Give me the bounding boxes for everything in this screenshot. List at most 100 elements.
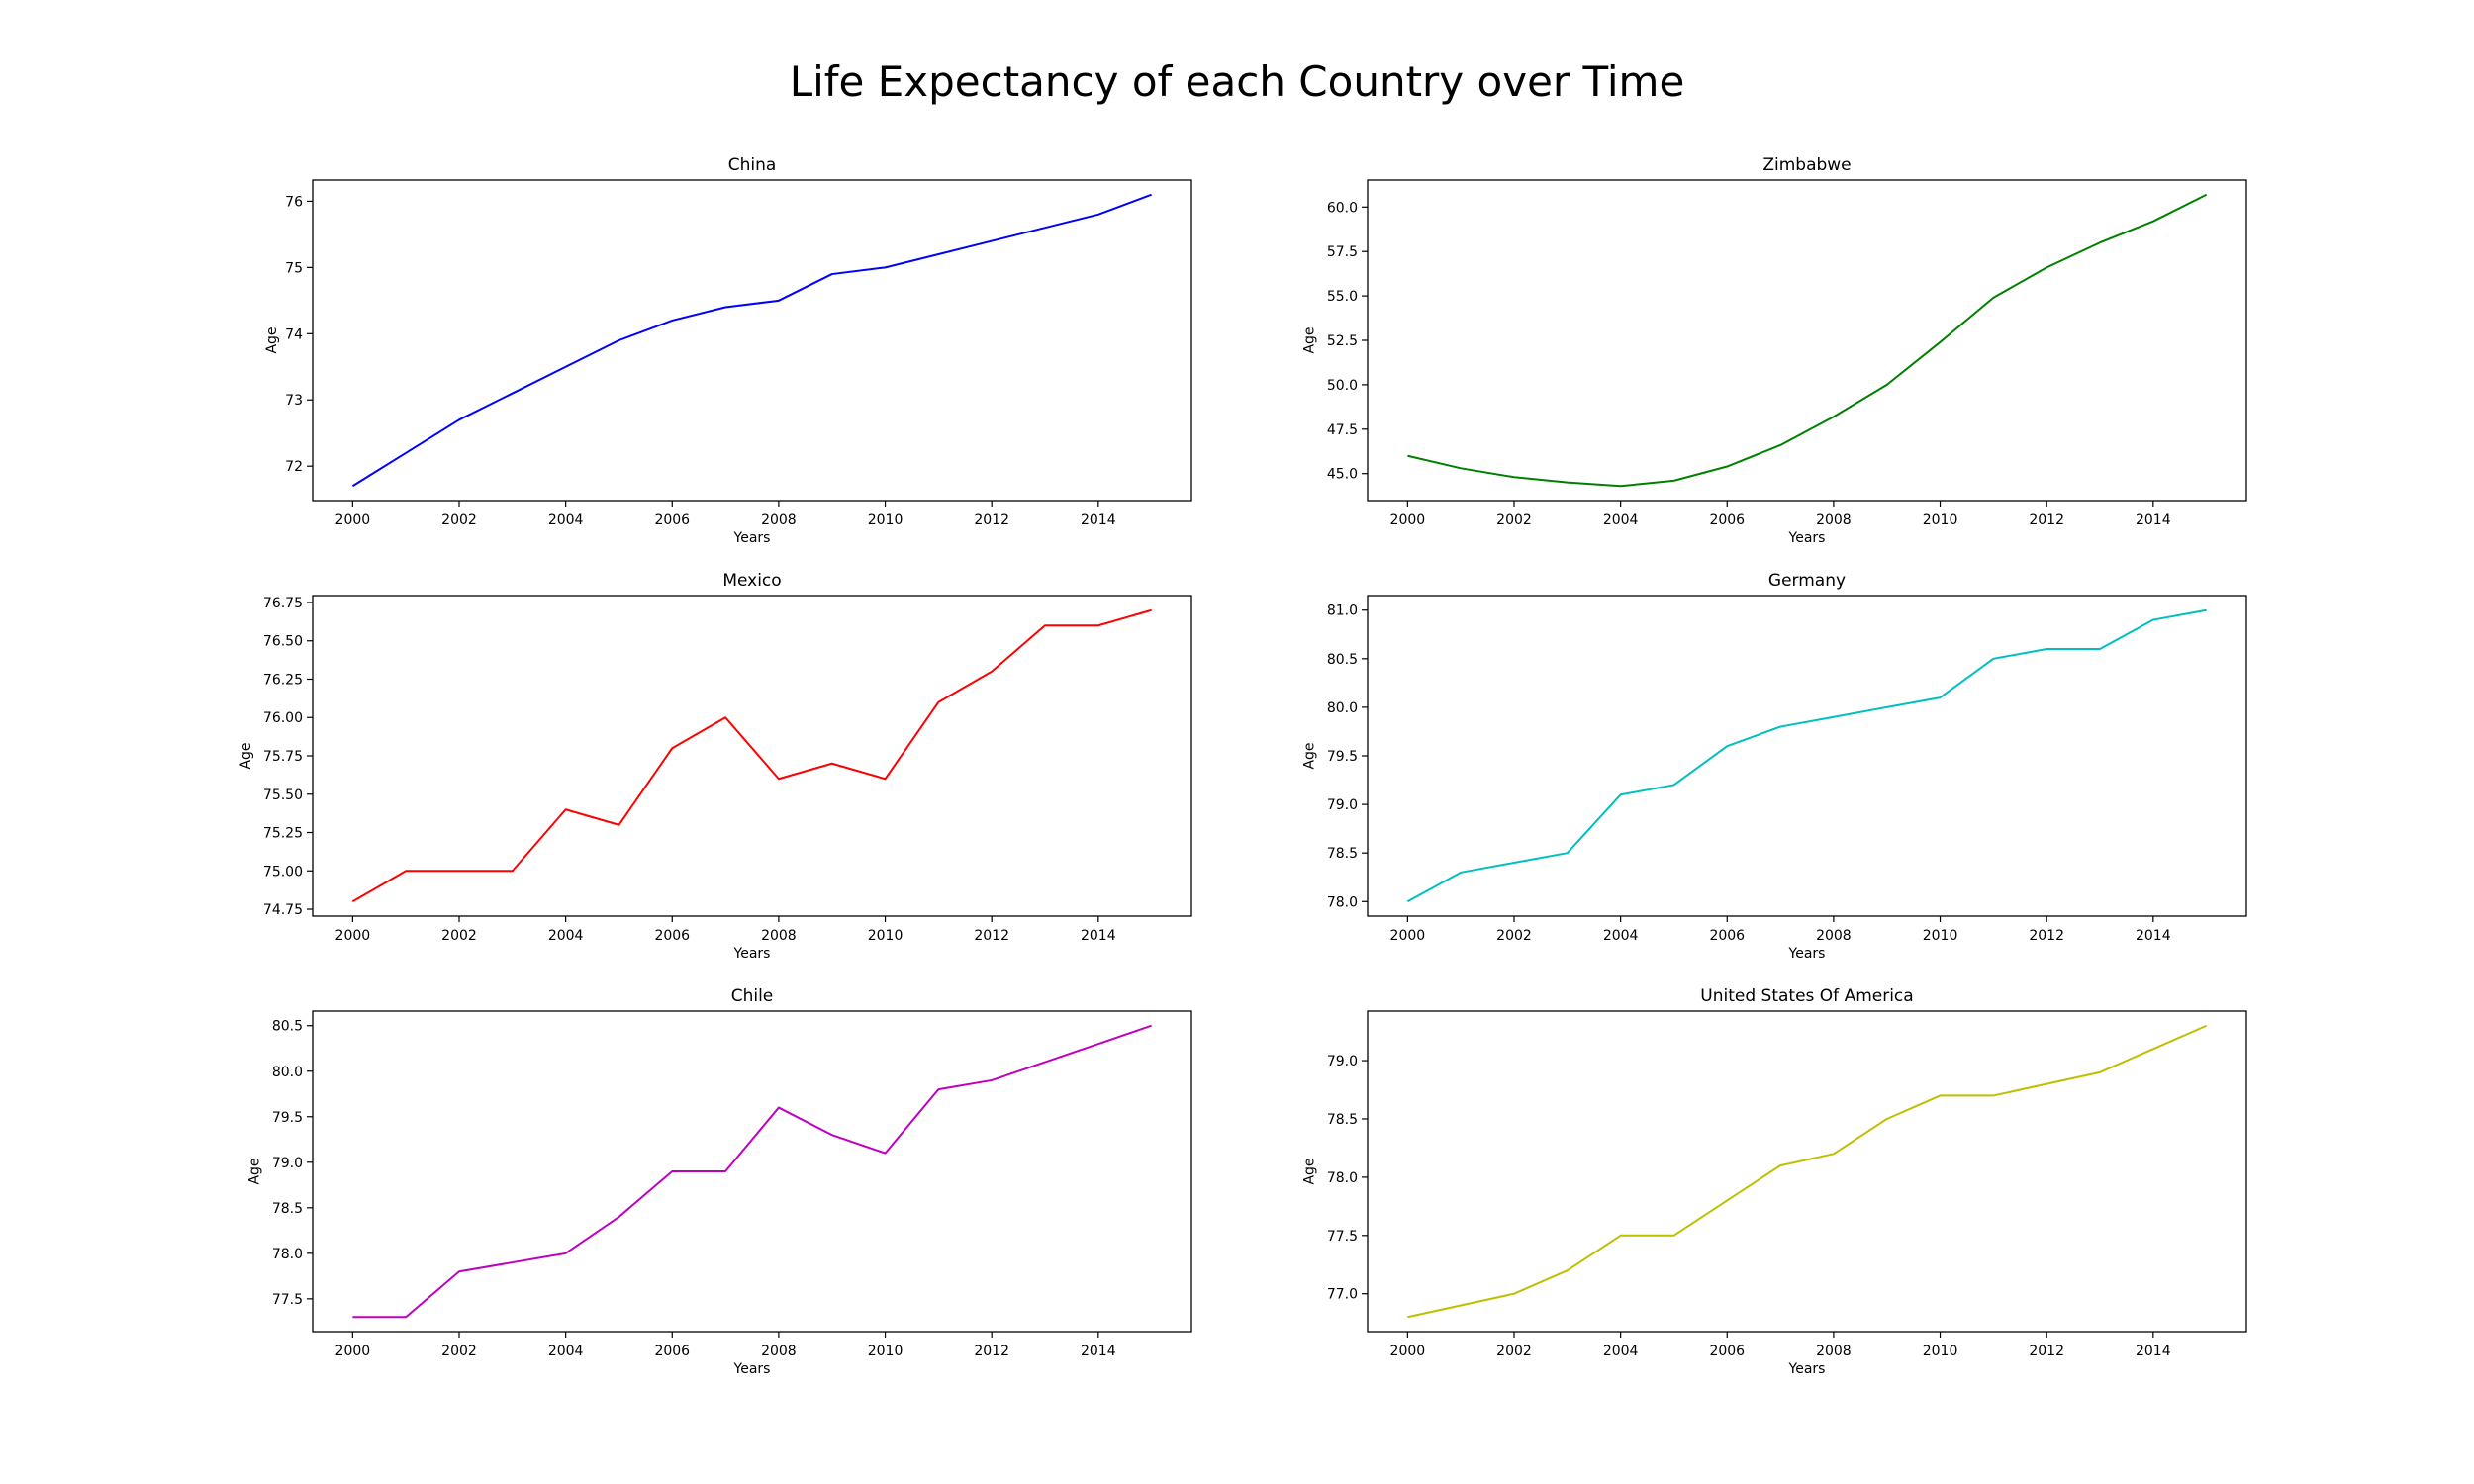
x-tick-label-2002: 2002: [441, 1344, 477, 1359]
y-axis-label: Age: [238, 742, 254, 769]
data-point-2001: [1460, 467, 1462, 469]
data-point-2004: [565, 1252, 567, 1254]
x-axis-label: Years: [733, 1361, 771, 1377]
data-point-2006: [1726, 1199, 1728, 1201]
y-tick-label-81-0: 81.0: [1327, 603, 1358, 619]
x-axis-label: Years: [733, 946, 771, 962]
subplot-title-zimbabwe: Zimbabwe: [1762, 155, 1851, 175]
data-point-2005: [618, 824, 619, 826]
figure-title: Life Expectancy of each Country over Tim…: [789, 57, 1685, 106]
x-tick-label-2004: 2004: [548, 1344, 584, 1359]
data-point-2006: [1726, 466, 1728, 468]
y-tick-label-77-5: 77.5: [272, 1292, 303, 1308]
data-point-2009: [831, 763, 833, 765]
data-point-2005: [618, 1216, 619, 1218]
x-tick-label-2006: 2006: [1709, 928, 1745, 944]
data-point-2012: [991, 1079, 993, 1081]
y-tick-label-79-0: 79.0: [272, 1156, 303, 1171]
y-tick-label-80-0: 80.0: [1327, 700, 1358, 716]
data-point-2003: [1567, 482, 1569, 484]
data-point-2012: [991, 671, 993, 673]
x-tick-label-2008: 2008: [1816, 512, 1852, 528]
data-point-2013: [1044, 1062, 1046, 1064]
x-tick-label-2000: 2000: [1390, 1344, 1426, 1359]
subplot-title-china: China: [728, 155, 777, 175]
data-point-2007: [1779, 1164, 1781, 1166]
y-tick-label-75-50: 75.50: [263, 788, 303, 803]
data-point-2011: [1992, 297, 1994, 299]
data-point-2000: [1406, 455, 1408, 457]
x-tick-label-2008: 2008: [1816, 1344, 1852, 1359]
y-tick-label-47-5: 47.5: [1327, 422, 1358, 438]
data-point-2002: [458, 1270, 460, 1272]
data-point-2013: [1044, 227, 1046, 229]
y-tick-label-72: 72: [285, 459, 303, 475]
y-tick-label-78-0: 78.0: [1327, 1170, 1358, 1186]
data-point-2012: [991, 240, 993, 242]
plot-frame: [312, 179, 1192, 502]
data-point-2011: [1992, 1094, 1994, 1096]
data-point-2002: [458, 870, 460, 872]
y-tick-label-55-0: 55.0: [1327, 289, 1358, 305]
data-point-2011: [937, 701, 939, 703]
x-tick-label-2010: 2010: [868, 928, 904, 944]
x-tick-label-2000: 2000: [335, 928, 371, 944]
x-tick-label-2012: 2012: [2029, 512, 2064, 528]
x-tick-label-2006: 2006: [654, 928, 690, 944]
x-tick-label-2008: 2008: [761, 512, 797, 528]
data-point-2010: [885, 1153, 887, 1155]
x-tick-label-2004: 2004: [548, 512, 584, 528]
data-point-2007: [724, 716, 726, 718]
plot-frame: [1367, 179, 2247, 502]
y-tick-label-57-5: 57.5: [1327, 244, 1358, 260]
data-point-2013: [2099, 648, 2101, 650]
y-axis-label: Age: [247, 1158, 263, 1184]
data-point-2001: [405, 870, 407, 872]
series-line-germany: [1406, 608, 2207, 903]
data-point-2001: [405, 1316, 407, 1318]
series-line-zimbabwe: [1407, 193, 2208, 488]
data-point-2014: [2152, 619, 2154, 621]
y-tick-label-50-0: 50.0: [1327, 378, 1358, 394]
y-tick-label-76-50: 76.50: [263, 634, 303, 650]
data-point-2004: [565, 366, 567, 368]
x-tick-label-2010: 2010: [868, 512, 904, 528]
subplot-title-mexico: Mexico: [722, 571, 781, 591]
y-tick-label-80-5: 80.5: [272, 1019, 303, 1035]
plot-frame: [1367, 595, 2247, 917]
x-tick-label-2014: 2014: [2136, 1344, 2171, 1359]
data-point-2015: [2206, 1025, 2208, 1027]
y-tick-label-79-0: 79.0: [1327, 1054, 1358, 1069]
data-point-2000: [1406, 900, 1408, 902]
data-point-2003: [1567, 852, 1569, 854]
y-tick-label-76: 76: [285, 194, 303, 210]
data-point-2004: [1620, 1235, 1622, 1237]
y-tick-label-78-5: 78.5: [1327, 846, 1358, 862]
data-point-2001: [1460, 1304, 1462, 1306]
data-point-2008: [778, 300, 780, 302]
data-point-2002: [1513, 1293, 1515, 1295]
data-point-2014: [1097, 1043, 1099, 1045]
data-point-2002: [1513, 862, 1515, 864]
x-tick-label-2002: 2002: [441, 928, 477, 944]
x-tick-label-2000: 2000: [1390, 512, 1426, 528]
y-tick-label-77-5: 77.5: [1327, 1229, 1358, 1245]
data-point-2007: [1779, 726, 1781, 728]
y-tick-label-75: 75: [285, 260, 303, 276]
data-point-2007: [1779, 444, 1781, 446]
x-tick-label-2002: 2002: [1496, 512, 1532, 528]
y-tick-label-74-75: 74.75: [263, 902, 303, 918]
y-tick-label-73: 73: [285, 393, 303, 409]
data-point-2002: [458, 418, 460, 420]
series-line-united-states-of-america: [1407, 1024, 2208, 1319]
data-point-2011: [937, 1088, 939, 1090]
y-tick-label-78-5: 78.5: [1327, 1112, 1358, 1128]
x-tick-label-2014: 2014: [2136, 512, 2171, 528]
x-tick-label-2006: 2006: [1709, 1344, 1745, 1359]
data-point-2014: [1097, 624, 1099, 626]
data-point-2009: [831, 1134, 833, 1136]
data-point-2013: [1044, 624, 1046, 626]
y-tick-label-76-00: 76.00: [263, 710, 303, 726]
data-point-2008: [778, 1107, 780, 1109]
y-tick-label-45-0: 45.0: [1327, 467, 1358, 483]
